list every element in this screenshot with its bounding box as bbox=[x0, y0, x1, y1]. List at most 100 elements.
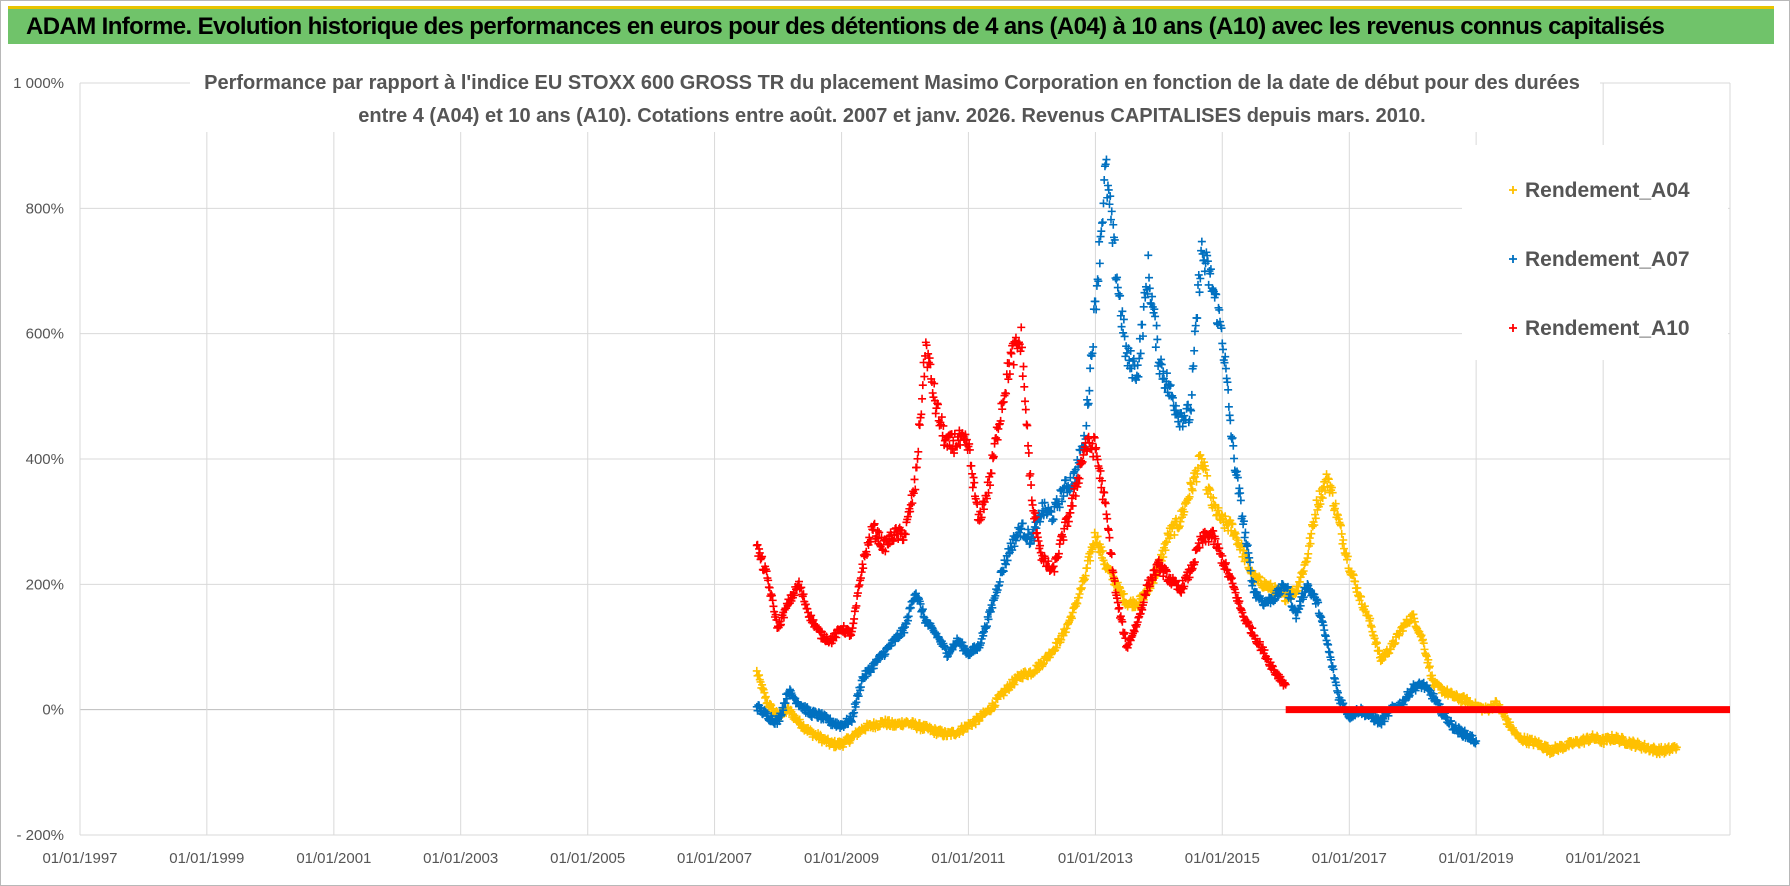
banner-title: ADAM Informe. Evolution historique des p… bbox=[26, 12, 1665, 40]
data-point bbox=[1296, 601, 1305, 610]
data-point bbox=[790, 591, 799, 600]
data-point bbox=[1144, 251, 1153, 260]
data-point bbox=[1150, 305, 1159, 314]
y-tick-label: 200% bbox=[26, 576, 64, 593]
data-point bbox=[1138, 332, 1147, 341]
data-point bbox=[906, 507, 915, 516]
data-point bbox=[1021, 397, 1030, 406]
data-point bbox=[1336, 521, 1345, 530]
data-point bbox=[1097, 543, 1106, 552]
data-point bbox=[1223, 378, 1232, 387]
x-tick-label: 01/01/2009 bbox=[804, 850, 879, 867]
data-point bbox=[939, 421, 948, 430]
data-point bbox=[762, 567, 771, 576]
x-tick-label: 01/01/1999 bbox=[169, 850, 244, 867]
data-point bbox=[983, 494, 992, 503]
data-point bbox=[1162, 369, 1171, 378]
subtitle-line: Performance par rapport à l'indice EU ST… bbox=[204, 72, 1580, 94]
data-point bbox=[1020, 382, 1029, 391]
data-point bbox=[937, 413, 946, 422]
data-point bbox=[1324, 640, 1333, 649]
data-point bbox=[1143, 289, 1152, 298]
data-point bbox=[901, 530, 910, 539]
data-point bbox=[1097, 227, 1106, 236]
data-point bbox=[1331, 499, 1340, 508]
data-point bbox=[1357, 592, 1366, 601]
legend-box bbox=[1462, 145, 1728, 360]
data-point bbox=[1119, 328, 1128, 337]
data-point bbox=[961, 430, 970, 439]
data-point bbox=[915, 719, 924, 728]
data-point bbox=[922, 341, 931, 350]
series-Rendement_A10 bbox=[752, 323, 1730, 714]
data-point bbox=[1324, 475, 1333, 484]
data-point bbox=[1010, 680, 1019, 689]
data-point bbox=[917, 410, 926, 419]
data-point bbox=[870, 519, 879, 528]
data-point bbox=[1141, 591, 1150, 600]
data-point bbox=[1024, 441, 1033, 450]
data-point bbox=[999, 567, 1008, 576]
data-point bbox=[1192, 477, 1201, 486]
data-point bbox=[850, 614, 859, 623]
data-point bbox=[1143, 586, 1152, 595]
data-point bbox=[906, 500, 915, 509]
data-point bbox=[1243, 541, 1252, 550]
data-point bbox=[1228, 520, 1237, 529]
series-Rendement_A07 bbox=[752, 155, 1481, 748]
subtitle-line: entre 4 (A04) et 10 ans (A10). Cotations… bbox=[358, 105, 1425, 127]
data-point bbox=[965, 445, 974, 454]
data-point bbox=[1322, 470, 1331, 479]
data-point bbox=[832, 633, 841, 642]
data-point bbox=[881, 547, 890, 556]
data-point bbox=[1281, 680, 1290, 689]
data-point bbox=[1159, 553, 1168, 562]
data-point bbox=[1206, 265, 1215, 274]
data-point bbox=[1086, 556, 1095, 565]
data-point bbox=[1059, 492, 1068, 501]
data-point bbox=[992, 433, 1001, 442]
data-point bbox=[979, 505, 988, 514]
data-point bbox=[1086, 364, 1095, 373]
data-point bbox=[1100, 175, 1109, 184]
data-point bbox=[1189, 362, 1198, 371]
data-point bbox=[991, 701, 1000, 710]
data-point bbox=[1145, 284, 1154, 293]
data-point bbox=[765, 583, 774, 592]
data-point bbox=[1110, 577, 1119, 586]
data-point bbox=[914, 447, 923, 456]
data-point bbox=[1187, 406, 1196, 415]
data-point bbox=[1380, 717, 1389, 726]
data-point bbox=[1098, 546, 1107, 555]
data-point bbox=[1184, 400, 1193, 409]
data-point bbox=[915, 421, 924, 430]
data-point bbox=[1337, 529, 1346, 538]
data-point bbox=[1168, 393, 1177, 402]
data-point bbox=[1113, 273, 1122, 282]
x-axis-ticks: 01/01/1997 01/01/1999 01/01/2001 01/01/2003… bbox=[42, 850, 1640, 867]
legend-marker bbox=[1509, 255, 1517, 263]
data-point bbox=[950, 449, 959, 458]
data-point bbox=[1088, 439, 1097, 448]
data-point bbox=[1343, 552, 1352, 561]
data-point bbox=[1162, 567, 1171, 576]
data-point bbox=[1224, 402, 1233, 411]
data-point bbox=[1248, 624, 1257, 633]
data-point bbox=[1472, 737, 1481, 745]
data-point bbox=[1073, 482, 1082, 491]
data-point bbox=[1170, 530, 1179, 539]
data-point bbox=[1153, 335, 1162, 344]
data-point bbox=[967, 461, 976, 470]
data-point bbox=[1132, 371, 1141, 380]
data-point bbox=[996, 416, 1005, 425]
report-banner: ADAM Informe. Evolution historique des p… bbox=[8, 6, 1774, 44]
data-point bbox=[1085, 386, 1094, 395]
data-point bbox=[984, 615, 993, 624]
data-point bbox=[912, 463, 921, 472]
data-point bbox=[1016, 347, 1025, 356]
data-point bbox=[1307, 529, 1316, 538]
data-point bbox=[1005, 359, 1014, 368]
y-tick-label: 800% bbox=[26, 200, 64, 217]
data-point bbox=[1091, 297, 1100, 306]
